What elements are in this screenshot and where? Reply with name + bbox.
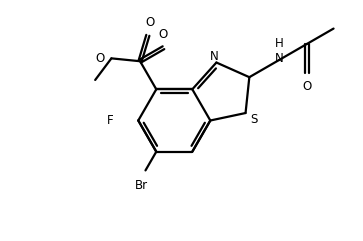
Text: Br: Br: [135, 179, 148, 192]
Text: O: O: [302, 80, 312, 93]
Text: O: O: [95, 52, 104, 65]
Text: S: S: [250, 113, 258, 126]
Text: N: N: [210, 50, 219, 63]
Text: O: O: [145, 16, 154, 29]
Text: H: H: [274, 37, 284, 50]
Text: O: O: [159, 27, 168, 40]
Text: F: F: [106, 114, 113, 127]
Text: N: N: [274, 52, 284, 65]
